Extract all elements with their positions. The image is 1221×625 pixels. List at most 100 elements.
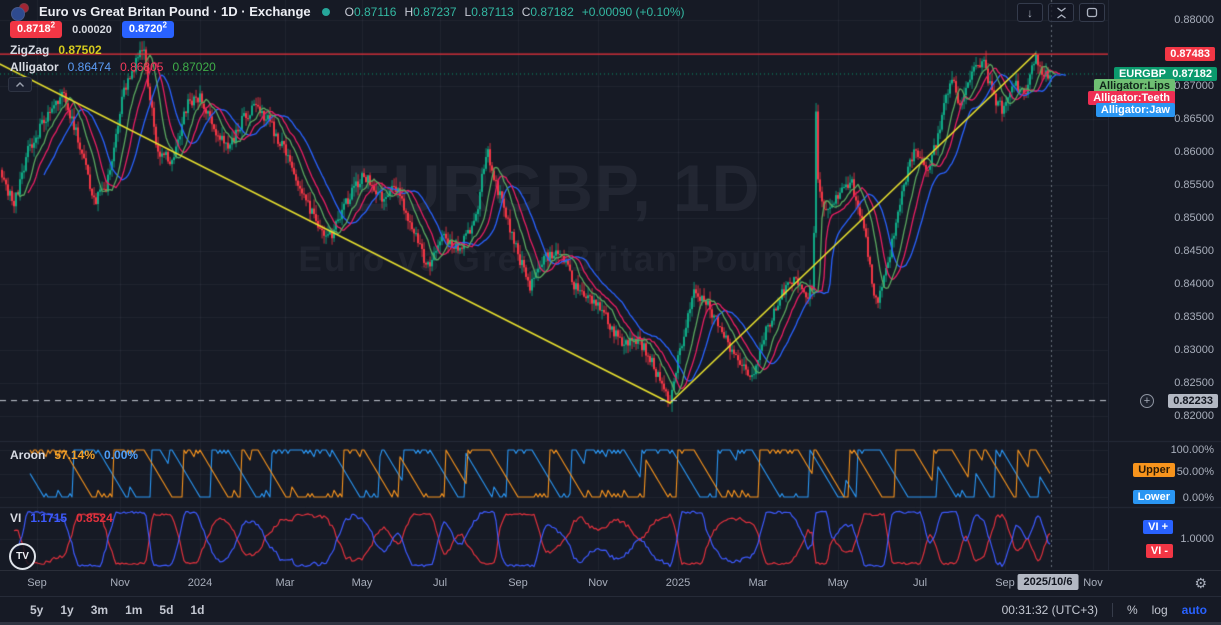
- high-value: 0.87237: [413, 4, 457, 19]
- range-button-1y[interactable]: 1y: [60, 603, 74, 617]
- zigzag-value: 0.87502: [58, 43, 102, 57]
- alert-price-badge[interactable]: 0.82233: [1168, 394, 1218, 408]
- zigzag-label[interactable]: ZigZag: [10, 43, 50, 57]
- aroon-label[interactable]: Aroon: [10, 448, 46, 462]
- aroon-upper-value: 57.14%: [54, 448, 96, 462]
- aroon-lower-value: 0.00%: [104, 448, 139, 462]
- aroon-upper-badge: Upper: [1133, 463, 1175, 477]
- gear-icon[interactable]: ⚙: [1194, 575, 1207, 591]
- last-price-badge: 0.87182: [1167, 67, 1217, 81]
- pane-buttons: ↓: [1017, 3, 1105, 22]
- spread-value: 0.00020: [72, 23, 112, 36]
- maximize-pane-button[interactable]: [1079, 3, 1105, 22]
- aroon-lower-badge: Lower: [1132, 490, 1175, 504]
- price-axis-label: 0.86500: [1174, 113, 1214, 125]
- collapse-icon: [1056, 6, 1066, 19]
- price-axis-label: 0.84000: [1174, 278, 1214, 290]
- range-button-3m[interactable]: 3m: [90, 603, 109, 617]
- alligator-legend: Alligator 0.86474 0.86805 0.87020: [10, 60, 216, 74]
- bid-badge[interactable]: 0.87182: [10, 21, 63, 38]
- toolbar-divider: [1111, 603, 1113, 617]
- time-axis-label: May: [351, 577, 373, 589]
- time-axis[interactable]: Sep Nov 2024 Mar May Jul Sep Nov 2025 Mar May Jul Se…: [0, 570, 1221, 596]
- time-axis-label: Jul: [912, 577, 928, 589]
- time-axis-label: Mar: [275, 577, 295, 589]
- range-button-5y[interactable]: 5y: [30, 603, 44, 617]
- vi-legend: VI 1.1715 0.8524: [10, 511, 113, 525]
- plus-circle-icon[interactable]: +: [1140, 394, 1154, 408]
- vi-label[interactable]: VI: [10, 511, 22, 525]
- market-status-icon: [321, 7, 330, 16]
- time-axis-label: May: [827, 577, 849, 589]
- symbol-price-badge: EURGBP: [1113, 67, 1171, 81]
- time-axis-label: Sep: [995, 577, 1015, 589]
- arrow-down-icon: ↓: [1027, 5, 1033, 20]
- range-buttons: 5y 1y 3m 1m 5d 1d: [30, 603, 204, 617]
- time-axis-label: Sep: [27, 577, 47, 589]
- symbol-logo-icon: [10, 2, 32, 21]
- symbol-title[interactable]: Euro vs Great Britan Pound · 1D · Exchan…: [39, 4, 311, 19]
- price-axis-label: 0.82000: [1174, 410, 1214, 422]
- alligator-jaw-value: 0.86474: [67, 60, 112, 74]
- vi-tick-1: 1.0000: [1180, 533, 1214, 545]
- price-axis-label: 0.85000: [1174, 212, 1214, 224]
- price-axis-label: 0.82500: [1174, 377, 1214, 389]
- bid-ask-row: 0.87182 0.00020 0.87202: [10, 21, 174, 38]
- aroon-tick-50: 50.00%: [1176, 466, 1214, 478]
- price-line-badge[interactable]: 0.87483: [1165, 47, 1215, 61]
- tradingview-logo[interactable]: TV: [9, 543, 36, 570]
- vi-minus-value: 0.8524: [76, 511, 113, 525]
- alligator-teeth-badge: Alligator:Teeth: [1088, 91, 1175, 105]
- time-axis-label: Nov: [1083, 577, 1103, 589]
- aroon-tick-0: 0.00%: [1182, 492, 1214, 504]
- time-axis-label: Sep: [508, 577, 528, 589]
- low-value: 0.87113: [471, 4, 514, 19]
- time-axis-label: 2024: [187, 577, 213, 589]
- alligator-jaw-badge: Alligator:Jaw: [1095, 103, 1175, 117]
- symbol-legend[interactable]: Euro vs Great Britan Pound · 1D · Exchan…: [10, 2, 685, 21]
- auto-scale-button[interactable]: auto: [1181, 603, 1207, 617]
- time-axis-label: Nov: [110, 577, 130, 589]
- alligator-lips-value: 0.87020: [172, 60, 216, 74]
- alligator-label[interactable]: Alligator: [10, 60, 59, 74]
- price-axis-label: 0.87000: [1174, 80, 1214, 92]
- session-clock[interactable]: 00:31:32 (UTC+3): [1001, 603, 1098, 617]
- close-value: 0.87182: [530, 4, 574, 19]
- vi-plus-badge: VI +: [1143, 520, 1173, 534]
- time-axis-label: Mar: [748, 577, 768, 589]
- maximize-icon: [1086, 7, 1098, 18]
- price-axis-label: 0.83500: [1174, 311, 1214, 323]
- bottom-toolbar: 5y 1y 3m 1m 5d 1d 00:31:32 (UTC+3) % log auto: [0, 596, 1221, 622]
- ohlc-values: O0.87116 H0.87237 L0.87113 C0.87182 +0.0…: [344, 4, 685, 19]
- alligator-teeth-value: 0.86805: [120, 60, 164, 74]
- chevron-up-icon: [16, 82, 24, 87]
- range-button-1d[interactable]: 1d: [190, 603, 205, 617]
- collapse-legend-button[interactable]: [8, 77, 32, 92]
- vi-minus-badge: VI -: [1145, 544, 1173, 558]
- open-value: 0.87116: [353, 4, 397, 19]
- range-button-5d[interactable]: 5d: [159, 603, 174, 617]
- window-edge: [0, 622, 1221, 625]
- zigzag-legend: ZigZag 0.87502: [10, 43, 102, 57]
- time-axis-label: Nov: [588, 577, 608, 589]
- scroll-to-recent-button[interactable]: ↓: [1017, 3, 1043, 22]
- log-scale-button[interactable]: log: [1151, 603, 1168, 617]
- alligator-lips-badge: Alligator:Lips: [1094, 79, 1175, 93]
- ask-badge[interactable]: 0.87202: [121, 21, 174, 38]
- time-axis-label: 2025: [665, 577, 691, 589]
- collapse-pane-button[interactable]: [1048, 3, 1074, 22]
- current-date-badge: 2025/10/6: [1017, 574, 1079, 590]
- aroon-legend: Aroon 57.14% 0.00%: [10, 448, 138, 462]
- change-value: +0.00090 (+0.10%): [581, 4, 685, 19]
- price-axis-label: 0.88000: [1174, 14, 1214, 26]
- price-axis[interactable]: 0.88000 0.87000 0.86500 0.86000 0.85500 0.850…: [1088, 0, 1221, 570]
- price-axis-label: 0.85500: [1174, 179, 1214, 191]
- time-axis-label: Jul: [432, 577, 448, 589]
- vi-plus-value: 1.1715: [30, 511, 68, 525]
- price-axis-label: 0.84500: [1174, 245, 1214, 257]
- percent-scale-button[interactable]: %: [1126, 603, 1138, 617]
- aroon-tick-100: 100.00%: [1170, 444, 1214, 456]
- range-button-1m[interactable]: 1m: [125, 603, 143, 617]
